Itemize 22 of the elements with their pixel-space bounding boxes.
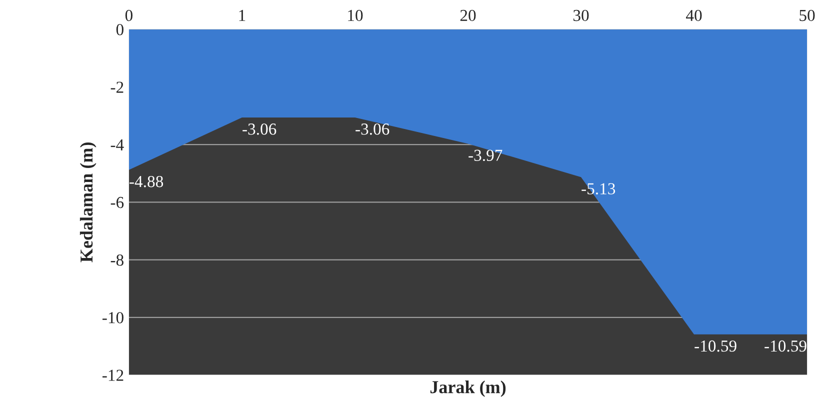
x-tick-label: 1 [239,10,246,21]
data-label: -4.88 [130,176,164,188]
x-tick-label: 30 [573,10,589,22]
x-tick-label: 10 [348,10,363,22]
x-tick-label: 0 [125,10,132,22]
data-label: -3.06 [356,124,390,135]
y-tick-label: -10 [102,312,124,324]
y-tick-label: -2 [110,82,124,93]
y-axis-title: Kedalaman (m) [80,142,96,262]
data-label: -3.06 [242,124,276,135]
x-tick-label: 50 [800,10,815,22]
x-axis-title: Jarak (m) [430,380,506,397]
y-tick-label: -6 [110,196,124,208]
y-tick-label: 0 [116,24,124,36]
data-label: -10.59 [694,340,736,352]
x-tick-label: 40 [686,10,702,22]
data-label: -3.97 [468,150,502,162]
y-tick-label: -8 [110,254,124,266]
y-tick-label: -12 [102,370,124,381]
x-tick-label: 20 [460,10,476,22]
y-tick-label: -4 [110,139,124,150]
data-label: -10.59 [764,340,806,352]
